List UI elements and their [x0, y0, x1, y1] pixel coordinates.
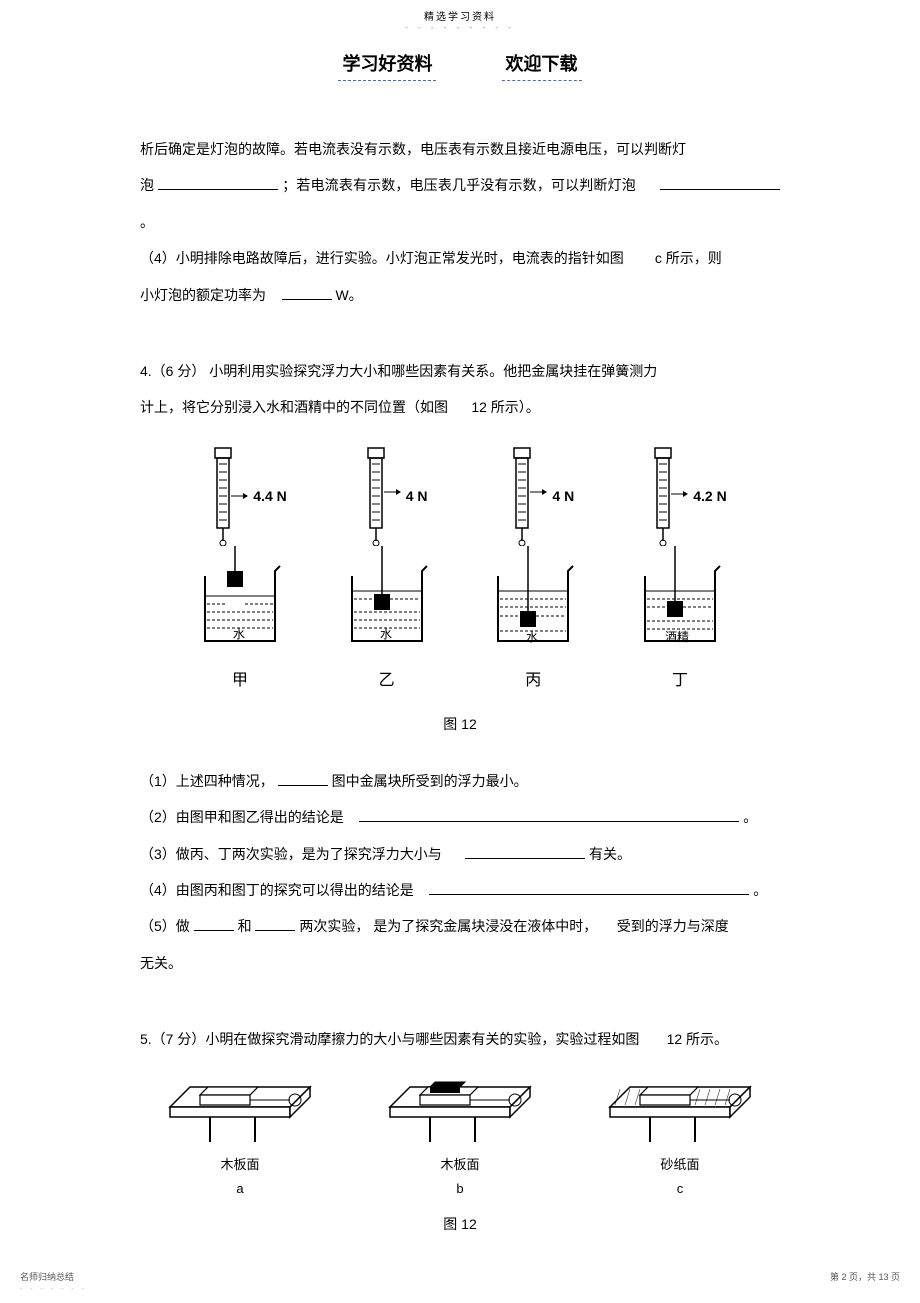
q5-lb: 12 所示。: [667, 1031, 728, 1047]
q5-line: 5.（7 分）小明在做探究滑动摩擦力的大小与哪些因素有关的实验，实验过程如图 1…: [140, 1021, 780, 1057]
label-b: 乙: [379, 660, 395, 702]
q4-p4: （4）由图丙和图丁的探究可以得出的结论是 。: [140, 872, 780, 908]
q4-p1: （1）上述四种情况， 图中金属块所受到的浮力最小。: [140, 763, 780, 799]
setup-a: 4.4 N 水 甲: [170, 446, 310, 702]
q4-p2b: 。: [743, 809, 757, 825]
friction-a-icon: [160, 1067, 320, 1147]
q4-p5: （5）做 和 两次实验， 是为了探究金属块浸没在液体中时， 受到的浮力与深度: [140, 908, 780, 944]
blank-q4-2: [359, 808, 739, 822]
setup-c: 4 N 水 丙: [463, 446, 603, 702]
q4-p4b: 。: [753, 882, 767, 898]
q5-la: 5.（7 分）小明在做探究滑动摩擦力的大小与哪些因素有关的实验，实验过程如图: [140, 1031, 639, 1047]
q4-intro2: 计上，将它分别浸入水和酒精中的不同位置（如图 12 所示）。: [140, 389, 780, 425]
q4-p3a: （3）做丙、丁两次实验，是为了探究浮力大小与: [140, 846, 442, 862]
q3-line2: 泡 ；若电流表有示数，电压表几乎没有示数，可以判断灯泡 。: [140, 167, 780, 240]
liquid-water-c: 水: [526, 630, 538, 644]
friction-c-icon: [600, 1067, 760, 1147]
setup-d: 4.2 N 酒精 丁: [610, 446, 750, 702]
liquid-alcohol-d: 酒精: [665, 630, 689, 644]
q4-p4a: （4）由图丙和图丁的探究可以得出的结论是: [140, 882, 414, 898]
reading-d: 4.2 N: [693, 478, 726, 514]
q4-p5e: 无关。: [140, 945, 780, 981]
blank-q3-3: [282, 286, 332, 300]
q4-p3: （3）做丙、丁两次实验，是为了探究浮力大小与 有关。: [140, 836, 780, 872]
q3-l4b: W。: [335, 287, 362, 303]
blank-q4-5a: [194, 917, 234, 931]
friction-a-label: a: [236, 1181, 243, 1196]
blank-q4-4: [429, 881, 749, 895]
footer-left: 名师归纳总结: [20, 1270, 74, 1283]
page-title-row: 学习好资料 欢迎下载: [0, 50, 920, 81]
beaker-d-icon: 酒精: [625, 546, 735, 656]
q4-i2b: 12 所示）。: [471, 399, 539, 415]
blank-q4-5b: [255, 917, 295, 931]
figure12-friction: 木板面 a 木板面 b: [140, 1067, 780, 1200]
blank-q3-2: [660, 176, 780, 190]
top-header: 精选学习资料: [0, 0, 920, 23]
q3-l2b: ；若电流表有示数，电压表几乎没有示数，可以判断灯泡: [282, 177, 636, 193]
liquid-water-b: 水: [380, 627, 392, 641]
content-area: 析后确定是灯泡的故障。若电流表没有示数，电压表有示数且接近电源电压，可以判断灯 …: [140, 131, 780, 1243]
spring-gauge-c-icon: [492, 446, 552, 546]
friction-a: 木板面 a: [160, 1067, 320, 1200]
friction-a-surface: 木板面: [220, 1157, 259, 1172]
spring-gauge-b-icon: [346, 446, 406, 546]
q4-intro1: 4.（6 分） 小明利用实验探究浮力大小和哪些因素有关系。他把金属块挂在弹簧测力: [140, 353, 780, 389]
friction-c-surface: 砂纸面: [660, 1157, 699, 1172]
friction-b: 木板面 b: [380, 1067, 540, 1200]
fig12-caption: 图 12: [140, 706, 780, 742]
q4-p5c: 两次实验， 是为了探究金属块浸没在液体中时，: [299, 918, 597, 934]
q3-l3a: （4）小明排除电路故障后，进行实验。小灯泡正常发光时，电流表的指针如图: [140, 250, 624, 266]
q3-line3: （4）小明排除电路故障后，进行实验。小灯泡正常发光时，电流表的指针如图 c 所示…: [140, 240, 780, 276]
q3-l4a: 小灯泡的额定功率为: [140, 287, 266, 303]
setup-b: 4 N 水 乙: [317, 446, 457, 702]
q3-line1: 析后确定是灯泡的故障。若电流表没有示数，电压表有示数且接近电源电压，可以判断灯: [140, 131, 780, 167]
blank-q4-3: [465, 845, 585, 859]
blank-q3-1: [158, 176, 278, 190]
friction-b-surface: 木板面: [440, 1157, 479, 1172]
footer-right: 第 2 页，共 13 页: [830, 1270, 900, 1283]
q4-p2a: （2）由图甲和图乙得出的结论是: [140, 809, 344, 825]
friction-b-label: b: [456, 1181, 463, 1196]
title-left: 学习好资料: [338, 50, 436, 81]
reading-c: 4 N: [552, 478, 574, 514]
beaker-c-icon: 水: [478, 546, 588, 656]
label-d: 丁: [672, 660, 688, 702]
liquid-water-a: 水: [233, 627, 245, 641]
q4-p3b: 有关。: [589, 846, 631, 862]
blank-q4-1: [278, 772, 328, 786]
figure12-buoyancy: 4.4 N 水 甲: [140, 446, 780, 702]
reading-b: 4 N: [406, 478, 428, 514]
spring-gauge-a-icon: [193, 446, 253, 546]
friction-c: 砂纸面 c: [600, 1067, 760, 1200]
beaker-b-icon: 水: [332, 546, 442, 656]
q3-l2c: 。: [140, 214, 154, 230]
fig12-friction-caption: 图 12: [140, 1206, 780, 1242]
q4-p5d: 受到的浮力与深度: [617, 918, 729, 934]
label-c: 丙: [525, 660, 541, 702]
q3-line4: 小灯泡的额定功率为 W。: [140, 277, 780, 313]
spring-gauge-d-icon: [633, 446, 693, 546]
q3-l3b: c 所示，则: [655, 250, 722, 266]
q4-i2a: 计上，将它分别浸入水和酒精中的不同位置（如图: [140, 399, 448, 415]
q4-p1a: （1）上述四种情况，: [140, 773, 274, 789]
q4-p1b: 图中金属块所受到的浮力最小。: [332, 773, 528, 789]
q4-p5b: 和: [238, 918, 252, 934]
title-right: 欢迎下载: [502, 50, 582, 81]
q3-l2a: 泡: [140, 177, 154, 193]
top-dots: - - - - - - - - -: [0, 23, 920, 32]
label-a: 甲: [232, 660, 248, 702]
q4-p2: （2）由图甲和图乙得出的结论是 。: [140, 799, 780, 835]
footer-left-dots: - - - - - - -: [20, 1286, 87, 1293]
friction-b-icon: [380, 1067, 540, 1147]
reading-a: 4.4 N: [253, 478, 286, 514]
friction-c-label: c: [677, 1181, 684, 1196]
beaker-a-icon: 水: [185, 546, 295, 656]
q4-p5a: （5）做: [140, 918, 190, 934]
